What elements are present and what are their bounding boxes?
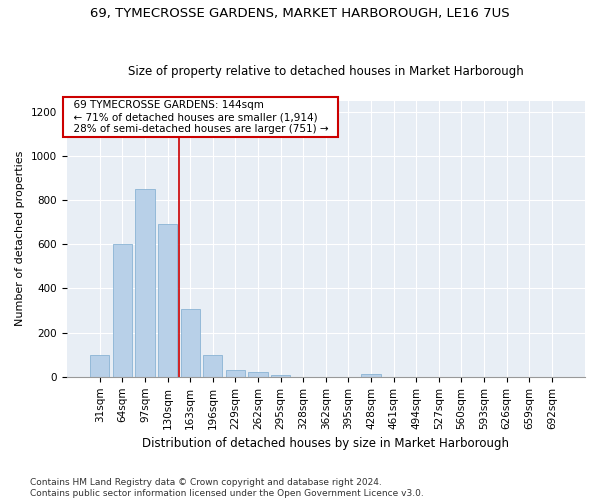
- Text: Contains HM Land Registry data © Crown copyright and database right 2024.
Contai: Contains HM Land Registry data © Crown c…: [30, 478, 424, 498]
- Y-axis label: Number of detached properties: Number of detached properties: [15, 151, 25, 326]
- Text: 69, TYMECROSSE GARDENS, MARKET HARBOROUGH, LE16 7US: 69, TYMECROSSE GARDENS, MARKET HARBOROUG…: [90, 8, 510, 20]
- Bar: [248, 372, 268, 377]
- Title: Size of property relative to detached houses in Market Harborough: Size of property relative to detached ho…: [128, 66, 524, 78]
- Bar: [181, 310, 200, 377]
- Bar: [361, 374, 380, 377]
- Text: 69 TYMECROSSE GARDENS: 144sqm  
  ← 71% of detached houses are smaller (1,914)  : 69 TYMECROSSE GARDENS: 144sqm ← 71% of d…: [67, 100, 335, 134]
- Bar: [203, 354, 223, 377]
- Bar: [90, 354, 109, 377]
- Bar: [158, 224, 177, 377]
- Bar: [136, 189, 155, 377]
- Bar: [226, 370, 245, 377]
- X-axis label: Distribution of detached houses by size in Market Harborough: Distribution of detached houses by size …: [142, 437, 509, 450]
- Bar: [271, 374, 290, 377]
- Bar: [113, 244, 132, 377]
